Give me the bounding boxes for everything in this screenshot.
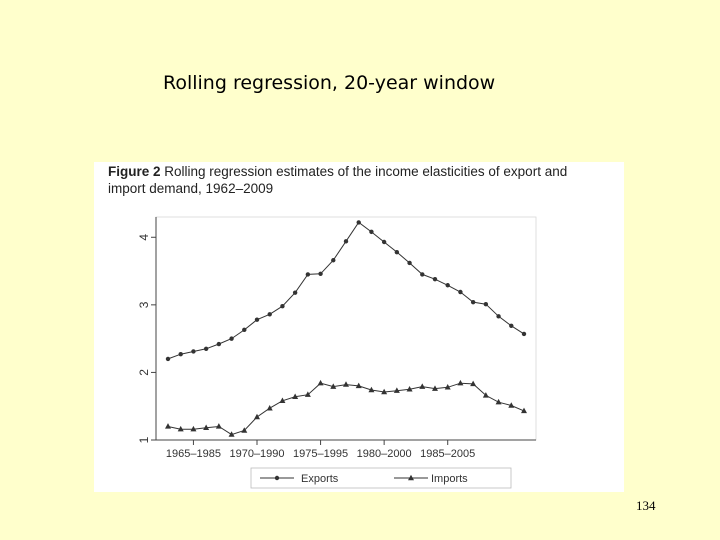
figure-label: Figure 2 [108, 164, 161, 179]
imports-point [470, 380, 477, 387]
exports-point [496, 314, 501, 319]
exports-point [483, 301, 489, 307]
imports-point [457, 379, 464, 386]
imports-point [190, 425, 197, 432]
exports-point [432, 276, 438, 282]
x-tick-label: 1970–1990 [229, 448, 284, 460]
imports-point [177, 425, 184, 432]
imports-point [482, 392, 489, 398]
exports-point [280, 304, 285, 309]
imports-point [165, 423, 171, 429]
imports-point [381, 388, 388, 395]
legend-box [250, 467, 512, 489]
imports-point [521, 407, 527, 414]
slide-number: 134 [636, 498, 656, 513]
exports-point [267, 312, 272, 317]
x-tick-label: 1975–1995 [293, 448, 348, 460]
exports-point [203, 346, 209, 351]
imports-point [406, 386, 413, 392]
figure-image: Figure 2 Rolling regression estimates of… [94, 162, 624, 492]
legend-exports-label: Exports [301, 473, 339, 485]
plot-area [155, 216, 537, 441]
imports-point [432, 385, 438, 391]
exports-point [407, 260, 412, 266]
imports-point [279, 397, 286, 404]
imports-point [355, 382, 362, 389]
exports-point [318, 271, 323, 276]
x-tick-label: 1985–2005 [420, 448, 475, 460]
y-tick-label: 2 [137, 369, 151, 376]
imports-point [254, 413, 260, 420]
exports-point [165, 356, 171, 362]
x-tick-label: 1965–1985 [166, 448, 221, 460]
legend-exports-marker [274, 475, 280, 481]
imports-point [203, 424, 210, 431]
imports-point [215, 423, 222, 429]
imports-point [508, 402, 515, 408]
exports-point [445, 283, 450, 288]
exports-point [394, 249, 400, 255]
exports-point [254, 317, 260, 322]
imports-point [266, 404, 273, 411]
imports-point [419, 383, 426, 389]
exports-point [305, 272, 311, 277]
imports-point [228, 431, 235, 437]
imports-point [444, 383, 451, 390]
imports-point [241, 427, 248, 433]
exports-point [343, 239, 349, 244]
imports-point [330, 383, 337, 389]
imports-point [304, 391, 311, 397]
exports-point [470, 299, 476, 305]
exports-point [292, 290, 298, 295]
exports-point [381, 239, 387, 245]
exports-point [420, 272, 425, 277]
exports-point [356, 220, 361, 225]
y-tick-label: 4 [137, 234, 151, 241]
exports-point [331, 258, 336, 263]
imports-point [393, 387, 400, 393]
x-tick-label: 1980–2000 [357, 448, 412, 460]
imports-point [343, 381, 349, 387]
exports-point [521, 331, 527, 337]
exports-point [509, 323, 514, 328]
imports-point [495, 398, 502, 405]
figure-caption-text: Rolling regression estimates of the inco… [108, 164, 568, 196]
legend-imports-marker [408, 474, 414, 481]
imports-point [292, 393, 299, 399]
exports-point [458, 289, 463, 295]
chart: 1 2 3 4 1965–1985 1970–1990 1975–1995 1980–2000… [137, 216, 537, 489]
y-tick-label: 1 [137, 436, 151, 443]
figure-caption: Figure 2 Rolling regression estimates of… [108, 163, 608, 197]
imports-point [317, 379, 324, 386]
imports-point [368, 386, 375, 393]
exports-point [369, 229, 374, 235]
exports-point [216, 341, 222, 347]
slide-title: Rolling regression, 20-year window [163, 72, 496, 94]
exports-point [178, 351, 183, 357]
legend-imports-label: Imports [431, 473, 468, 485]
exports-point [229, 336, 234, 341]
exports-point [242, 327, 247, 333]
y-tick-label: 3 [137, 301, 151, 308]
exports-point [191, 349, 196, 354]
